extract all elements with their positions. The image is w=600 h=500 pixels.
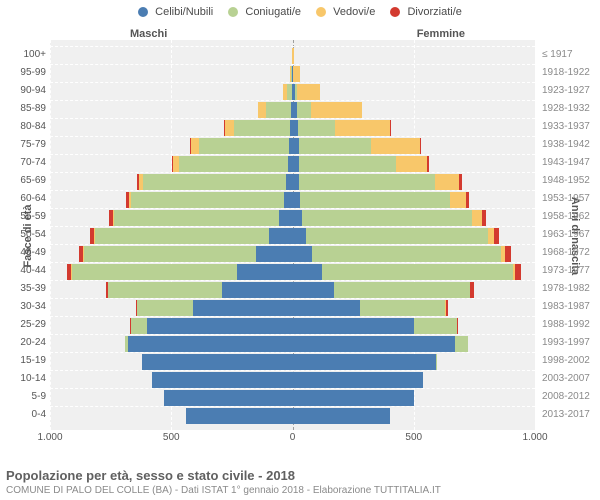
x-axis: 1.00050005001.000 — [50, 432, 535, 450]
chart-subtitle: COMUNE DI PALO DEL COLLE (BA) - Dati IST… — [6, 485, 594, 496]
age-label: 45-49 — [2, 244, 46, 262]
birth-year-label: 1953-1957 — [542, 190, 598, 208]
pyramid-row — [50, 352, 535, 371]
birth-year-label: 2003-2007 — [542, 370, 598, 388]
pyramid-row — [50, 370, 535, 389]
pyramid-row — [50, 190, 535, 209]
birth-year-label: 1963-1967 — [542, 226, 598, 244]
age-label: 75-79 — [2, 136, 46, 154]
birth-year-label: 1988-1992 — [542, 316, 598, 334]
birth-year-label: 1973-1977 — [542, 262, 598, 280]
age-label: 70-74 — [2, 154, 46, 172]
birth-year-label: 1943-1947 — [542, 154, 598, 172]
legend-label: Coniugati/e — [245, 6, 301, 18]
pyramid-row — [50, 226, 535, 245]
pyramid-row — [50, 154, 535, 173]
age-label: 55-59 — [2, 208, 46, 226]
age-label: 15-19 — [2, 352, 46, 370]
x-tick: 500 — [405, 432, 422, 443]
age-label: 50-54 — [2, 226, 46, 244]
legend-swatch — [316, 7, 326, 17]
pyramid-row — [50, 334, 535, 353]
birth-year-label: 1948-1952 — [542, 172, 598, 190]
birth-year-label: 1938-1942 — [542, 136, 598, 154]
age-label: 95-99 — [2, 64, 46, 82]
age-label: 90-94 — [2, 82, 46, 100]
x-tick: 500 — [163, 432, 180, 443]
age-label: 5-9 — [2, 388, 46, 406]
age-label: 0-4 — [2, 406, 46, 424]
pyramid-row — [50, 172, 535, 191]
pyramid-row — [50, 388, 535, 407]
age-label: 65-69 — [2, 172, 46, 190]
chart-footer: Popolazione per età, sesso e stato civil… — [6, 468, 594, 496]
pyramid-row — [50, 406, 535, 425]
birth-year-label: 1998-2002 — [542, 352, 598, 370]
age-label: 100+ — [2, 46, 46, 64]
birth-year-label: 1958-1962 — [542, 208, 598, 226]
pyramid-row — [50, 118, 535, 137]
chart-title: Popolazione per età, sesso e stato civil… — [6, 468, 594, 483]
population-pyramid-plot — [50, 40, 535, 430]
pyramid-row — [50, 244, 535, 263]
birth-year-label: 1983-1987 — [542, 298, 598, 316]
legend-label: Vedovi/e — [333, 6, 375, 18]
birth-year-label: 2013-2017 — [542, 406, 598, 424]
birth-year-label: ≤ 1917 — [542, 46, 598, 64]
age-label: 60-64 — [2, 190, 46, 208]
birth-year-label: 1993-1997 — [542, 334, 598, 352]
birth-year-label: 1933-1937 — [542, 118, 598, 136]
pyramid-row — [50, 298, 535, 317]
age-label: 10-14 — [2, 370, 46, 388]
legend-item: Vedovi/e — [316, 6, 375, 18]
legend-item: Celibi/Nubili — [138, 6, 213, 18]
birth-year-label: 2008-2012 — [542, 388, 598, 406]
birth-year-label: 1978-1982 — [542, 280, 598, 298]
age-label: 80-84 — [2, 118, 46, 136]
age-label: 20-24 — [2, 334, 46, 352]
age-label: 30-34 — [2, 298, 46, 316]
legend-swatch — [138, 7, 148, 17]
legend-swatch — [228, 7, 238, 17]
age-label: 25-29 — [2, 316, 46, 334]
legend-item: Divorziati/e — [390, 6, 461, 18]
x-tick: 1.000 — [522, 432, 547, 443]
pyramid-row — [50, 136, 535, 155]
pyramid-row — [50, 100, 535, 119]
age-label: 40-44 — [2, 262, 46, 280]
legend-item: Coniugati/e — [228, 6, 301, 18]
pyramid-row — [50, 82, 535, 101]
x-tick: 1.000 — [37, 432, 62, 443]
pyramid-row — [50, 262, 535, 281]
female-heading: Femmine — [417, 28, 465, 40]
pyramid-row — [50, 280, 535, 299]
legend-swatch — [390, 7, 400, 17]
legend: Celibi/Nubili Coniugati/e Vedovi/e Divor… — [0, 0, 600, 22]
male-heading: Maschi — [130, 28, 167, 40]
pyramid-row — [50, 208, 535, 227]
x-tick: 0 — [290, 432, 296, 443]
legend-label: Divorziati/e — [407, 6, 461, 18]
pyramid-row — [50, 64, 535, 83]
birth-year-label: 1968-1972 — [542, 244, 598, 262]
pyramid-row — [50, 316, 535, 335]
pyramid-row — [50, 46, 535, 65]
birth-year-label: 1918-1922 — [542, 64, 598, 82]
birth-year-label: 1923-1927 — [542, 82, 598, 100]
birth-year-label: 1928-1932 — [542, 100, 598, 118]
age-label: 85-89 — [2, 100, 46, 118]
legend-label: Celibi/Nubili — [155, 6, 213, 18]
age-label: 35-39 — [2, 280, 46, 298]
